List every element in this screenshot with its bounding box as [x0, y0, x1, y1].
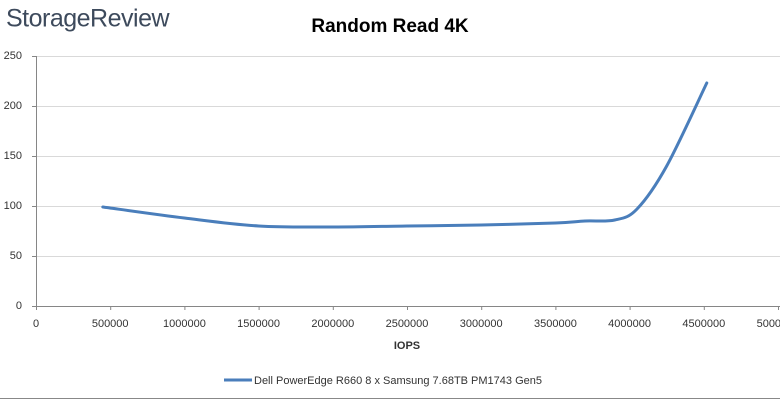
x-tick-label: 0 [33, 318, 39, 330]
y-tick-label: 0 [16, 300, 22, 312]
logo: StorageReview [6, 5, 170, 33]
x-tick-label: 1000000 [163, 318, 206, 330]
y-tick-label: 200 [4, 100, 22, 112]
x-tick-label: 5000000 [757, 318, 780, 330]
x-tick-label: 2500000 [386, 318, 429, 330]
y-tick-label: 250 [4, 50, 22, 62]
x-tick-label: 2000000 [311, 318, 354, 330]
x-tick-label: 4500000 [682, 318, 725, 330]
y-tick-label: 150 [4, 150, 22, 162]
x-tick-label: 1500000 [237, 318, 280, 330]
y-tick-label: 100 [4, 200, 22, 212]
x-tick-label: 4000000 [608, 318, 651, 330]
series-line [101, 81, 709, 229]
chart-title: Random Read 4K [311, 16, 469, 37]
x-axis-label: IOPS [394, 340, 420, 352]
x-tick-label: 3000000 [460, 318, 503, 330]
x-tick-label: 500000 [92, 318, 129, 330]
x-tick-label: 3500000 [534, 318, 577, 330]
y-tick-label: 50 [10, 250, 22, 262]
legend-label: Dell PowerEdge R660 8 x Samsung 7.68TB P… [254, 375, 542, 387]
